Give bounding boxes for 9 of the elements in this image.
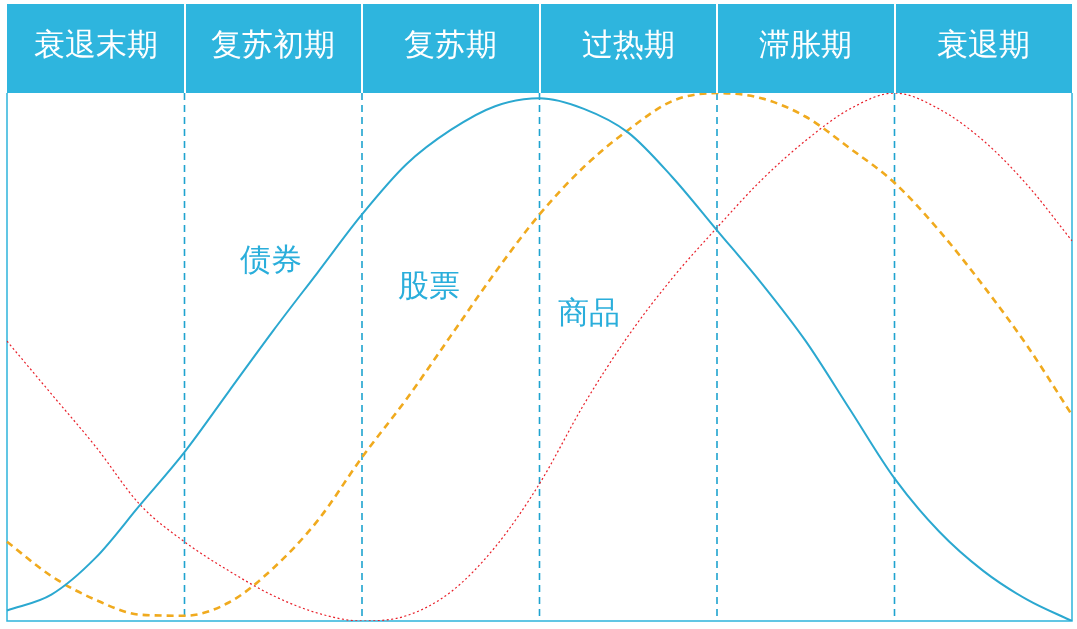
x-tick-label: 复苏初期	[211, 26, 336, 63]
x-tick-label: 衰退末期	[33, 26, 158, 63]
x-tick-label: 复苏期	[404, 26, 498, 63]
x-tick-label: 滞胀期	[759, 26, 853, 63]
series-label: 债券	[239, 241, 302, 278]
x-tick-label: 衰退期	[936, 26, 1030, 63]
series-label: 商品	[558, 293, 621, 330]
x-tick-label: 过热期	[581, 26, 675, 63]
series-label: 股票	[398, 267, 461, 304]
